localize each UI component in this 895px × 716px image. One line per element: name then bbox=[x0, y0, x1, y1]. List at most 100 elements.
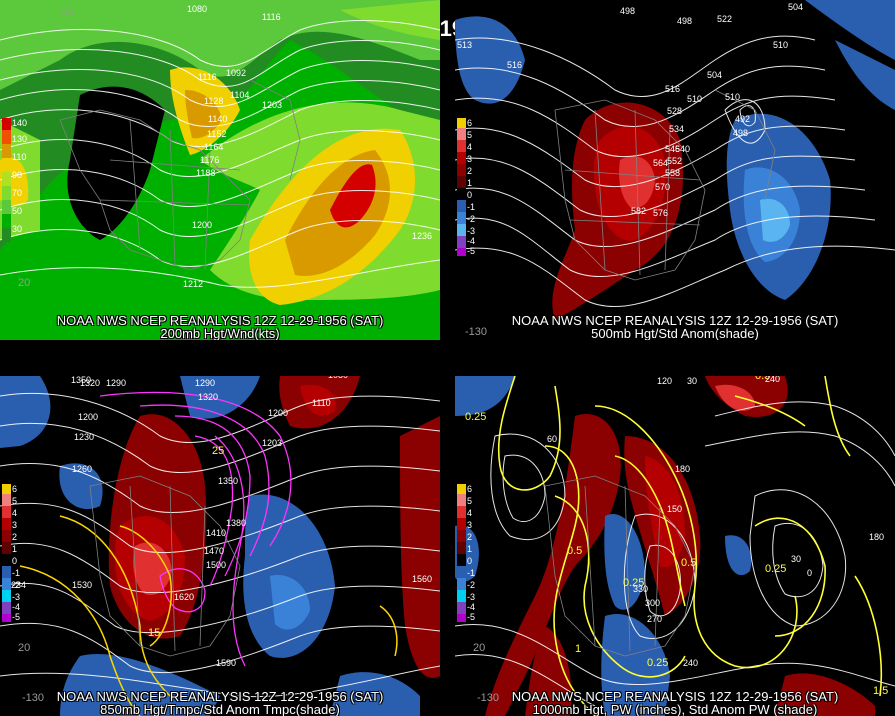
svg-text:180: 180 bbox=[869, 532, 884, 542]
svg-text:498: 498 bbox=[677, 16, 692, 26]
colorbar-label: -3 bbox=[467, 226, 476, 236]
svg-text:564: 564 bbox=[653, 158, 668, 168]
colorbar-label: 30 bbox=[12, 224, 23, 234]
svg-text:1350: 1350 bbox=[218, 476, 238, 486]
colorbar-label: -5 bbox=[467, 246, 476, 256]
svg-text:1234: 1234 bbox=[6, 580, 26, 590]
svg-text:1.5: 1.5 bbox=[873, 685, 888, 697]
colorbar-label: -3 bbox=[467, 592, 476, 602]
svg-text:1080: 1080 bbox=[187, 4, 207, 14]
svg-text:1140: 1140 bbox=[208, 114, 227, 124]
svg-text:15: 15 bbox=[148, 627, 160, 639]
svg-text:1212: 1212 bbox=[183, 279, 203, 289]
map-1000mb: 0.25 0.5 0.25 0.25 0.5 1 0.25 0.5 120 30… bbox=[455, 376, 895, 716]
colorbar-label: 4 bbox=[12, 508, 18, 518]
svg-text:20: 20 bbox=[18, 277, 30, 289]
svg-text:0.5: 0.5 bbox=[755, 376, 770, 382]
svg-text:1236: 1236 bbox=[412, 231, 432, 241]
colorbar-label: 4 bbox=[467, 508, 473, 518]
svg-text:1080: 1080 bbox=[328, 376, 348, 380]
svg-text:0.5: 0.5 bbox=[567, 545, 582, 557]
colorbar-label: -4 bbox=[467, 236, 476, 246]
svg-text:546: 546 bbox=[665, 144, 680, 154]
colorbar-label: -3 bbox=[12, 592, 21, 602]
colorbar-label: 5 bbox=[12, 496, 18, 506]
colorbar-label: -1 bbox=[467, 202, 476, 212]
svg-text:1128: 1128 bbox=[204, 96, 223, 106]
svg-text:1260: 1260 bbox=[72, 464, 92, 474]
svg-text:1092: 1092 bbox=[226, 68, 246, 78]
svg-text:540: 540 bbox=[675, 144, 690, 154]
svg-text:1116: 1116 bbox=[198, 72, 217, 82]
svg-text:1500: 1500 bbox=[206, 560, 226, 570]
svg-text:510: 510 bbox=[773, 40, 788, 50]
panel-credit: NOAA NWS NCEP REANALYSIS 12Z 12-29-1956 … bbox=[56, 689, 384, 704]
colorbar-label: -2 bbox=[12, 580, 21, 590]
colorbar-label: 0 bbox=[467, 556, 473, 566]
colorbar-label: 4 bbox=[467, 142, 473, 152]
colorbar-label: 6 bbox=[467, 484, 473, 494]
svg-text:1590: 1590 bbox=[216, 658, 236, 668]
svg-text:1350: 1350 bbox=[71, 376, 91, 385]
svg-text:498: 498 bbox=[733, 128, 748, 138]
svg-text:1152: 1152 bbox=[207, 129, 226, 139]
colorbar-label: 3 bbox=[467, 154, 473, 164]
svg-text:558: 558 bbox=[665, 168, 680, 178]
colorbar-label: 2 bbox=[467, 166, 473, 176]
colorbar-label: -1 bbox=[12, 568, 21, 578]
svg-text:510: 510 bbox=[687, 94, 702, 104]
map-500mb: 498 498 504 522 510 516 504 516 510 528 … bbox=[455, 0, 895, 340]
svg-text:0.5: 0.5 bbox=[681, 557, 696, 569]
svg-text:552: 552 bbox=[667, 156, 682, 166]
svg-text:330: 330 bbox=[633, 584, 648, 594]
svg-text:516: 516 bbox=[665, 84, 680, 94]
colorbar-label: 110 bbox=[12, 152, 27, 162]
colorbar-label: -2 bbox=[467, 580, 476, 590]
svg-text:1290: 1290 bbox=[195, 378, 215, 388]
colorbar-label: 2 bbox=[467, 532, 473, 542]
panel-credit: NOAA NWS NCEP REANALYSIS 12Z 12-29-1956 … bbox=[56, 313, 384, 328]
colorbar-label: 1 bbox=[12, 544, 18, 554]
colorbar-label: 70 bbox=[12, 188, 23, 198]
svg-text:504: 504 bbox=[707, 70, 722, 80]
colorbar-label: 5 bbox=[467, 130, 473, 140]
svg-text:-130: -130 bbox=[22, 692, 44, 704]
svg-text:25: 25 bbox=[212, 445, 224, 457]
panel-credit: NOAA NWS NCEP REANALYSIS 12Z 12-29-1956 … bbox=[511, 689, 839, 704]
svg-text:120: 120 bbox=[657, 376, 672, 386]
colorbar-label: 6 bbox=[12, 484, 18, 494]
panel-200mb-height-wind: 1080 1116 1092 1116 1128 1104 1140 1152 … bbox=[0, 0, 440, 340]
svg-text:1560: 1560 bbox=[412, 574, 432, 584]
svg-text:180: 180 bbox=[675, 464, 690, 474]
colorbar-label: -4 bbox=[467, 602, 476, 612]
colorbar-label: 3 bbox=[467, 520, 473, 530]
svg-text:60: 60 bbox=[62, 7, 74, 19]
svg-text:504: 504 bbox=[788, 2, 803, 12]
colorbar-label: 0 bbox=[12, 556, 18, 566]
svg-text:0.25: 0.25 bbox=[647, 657, 668, 669]
svg-text:576: 576 bbox=[653, 208, 668, 218]
svg-text:1200: 1200 bbox=[78, 412, 98, 422]
svg-text:570: 570 bbox=[655, 182, 670, 192]
svg-text:1116: 1116 bbox=[262, 12, 281, 22]
colorbar-label: 5 bbox=[467, 496, 473, 506]
svg-text:1104: 1104 bbox=[230, 90, 249, 100]
svg-text:1380: 1380 bbox=[226, 518, 246, 528]
svg-text:522: 522 bbox=[717, 14, 732, 24]
svg-text:30: 30 bbox=[687, 376, 697, 386]
map-200mb: 1080 1116 1092 1116 1128 1104 1140 1152 … bbox=[0, 0, 440, 340]
svg-text:1290: 1290 bbox=[106, 378, 126, 388]
svg-text:0.25: 0.25 bbox=[765, 563, 786, 575]
svg-text:1230: 1230 bbox=[74, 432, 94, 442]
svg-text:240: 240 bbox=[683, 658, 698, 668]
svg-text:1620: 1620 bbox=[174, 592, 194, 602]
svg-text:60: 60 bbox=[547, 434, 557, 444]
panel-subtitle: 500mb Hgt/Std Anom(shade) bbox=[591, 326, 759, 341]
svg-text:240: 240 bbox=[765, 376, 780, 384]
svg-text:1320: 1320 bbox=[80, 378, 100, 388]
colorbar-label: -4 bbox=[12, 602, 21, 612]
colorbar-label: 0 bbox=[467, 190, 473, 200]
svg-text:582: 582 bbox=[631, 206, 646, 216]
colorbar-label: 50 bbox=[12, 206, 23, 216]
